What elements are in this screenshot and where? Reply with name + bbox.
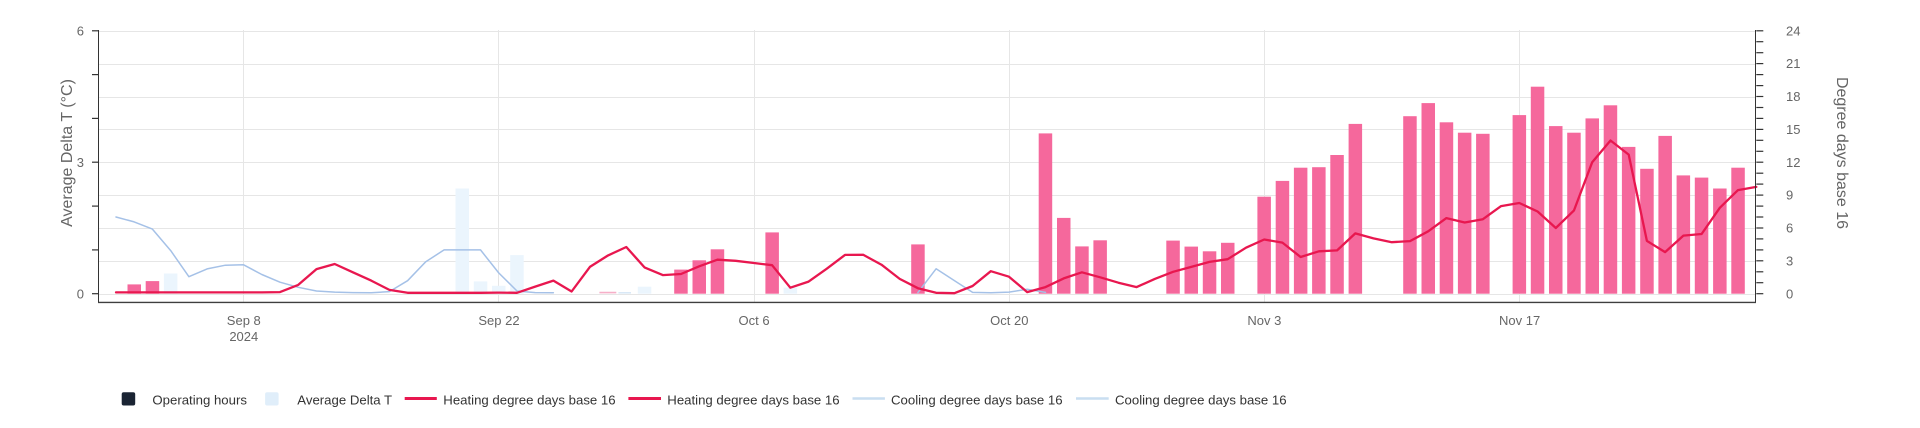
svg-text:Oct 6: Oct 6 [739,313,770,328]
svg-text:Nov 17: Nov 17 [1499,313,1540,328]
svg-text:Heating degree days base 16: Heating degree days base 16 [667,392,839,407]
svg-text:3: 3 [77,155,84,170]
svg-text:Nov 3: Nov 3 [1247,313,1281,328]
svg-text:9: 9 [1786,188,1793,203]
svg-text:Cooling degree days base 16: Cooling degree days base 16 [891,392,1063,407]
svg-text:Operating hours: Operating hours [152,392,247,407]
svg-text:Average Delta T (°C): Average Delta T (°C) [59,79,76,227]
svg-text:Sep 22: Sep 22 [478,313,519,328]
svg-text:21: 21 [1786,56,1800,71]
svg-text:Heating degree days base 16: Heating degree days base 16 [443,392,615,407]
svg-text:Degree days base 16: Degree days base 16 [1833,77,1850,229]
svg-text:Cooling degree days base 16: Cooling degree days base 16 [1115,392,1287,407]
svg-text:15: 15 [1786,122,1800,137]
svg-text:24: 24 [1786,23,1800,38]
svg-text:2024: 2024 [229,329,258,344]
svg-text:Average Delta T: Average Delta T [297,392,392,407]
svg-text:0: 0 [77,286,84,301]
svg-text:Sep 8: Sep 8 [227,313,261,328]
svg-text:3: 3 [1786,253,1793,268]
svg-text:6: 6 [77,23,84,38]
svg-text:18: 18 [1786,89,1800,104]
svg-text:6: 6 [1786,221,1793,236]
svg-text:0: 0 [1786,286,1793,301]
svg-text:Oct 20: Oct 20 [990,313,1028,328]
svg-text:12: 12 [1786,155,1800,170]
